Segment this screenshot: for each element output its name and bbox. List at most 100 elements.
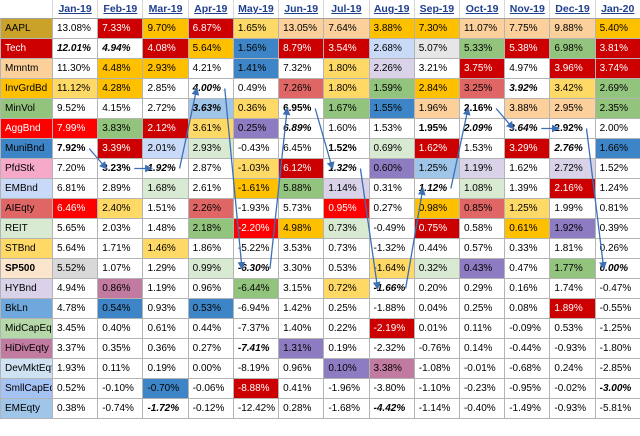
- value-cell: 4.48%: [97, 58, 144, 79]
- value-cell: 5.73%: [278, 198, 325, 219]
- value-cell: -0.44%: [504, 338, 551, 359]
- value-cell: 0.85%: [458, 198, 506, 219]
- value-cell: 0.28%: [278, 398, 325, 419]
- row-label: AggBnd: [0, 118, 53, 139]
- value-cell: 5.64%: [51, 238, 99, 259]
- value-cell: -1.88%: [368, 298, 415, 319]
- value-cell: 5.40%: [594, 18, 640, 39]
- value-cell: 3.21%: [413, 58, 460, 79]
- value-cell: -0.93%: [549, 338, 596, 359]
- value-cell: 0.47%: [504, 258, 551, 279]
- value-cell: 3.39%: [97, 138, 144, 159]
- value-cell: 1.52%: [323, 138, 370, 159]
- row-label: SP500: [0, 258, 53, 279]
- value-cell: -1.03%: [232, 158, 280, 179]
- value-cell: 1.31%: [278, 338, 325, 359]
- table-row: MinVol 9.52% 4.15% 2.72% 3.63% 0.36% 6.95% 1.67…: [0, 98, 640, 119]
- table-body: AAPL 13.08% 7.33% 9.70% 6.87% 1.65% 13.05% 7.64…: [0, 18, 640, 419]
- value-cell: 4.97%: [504, 58, 551, 79]
- value-cell: -1.32%: [368, 238, 415, 259]
- table-row: MuniBnd 7.92% 3.39% 2.01% 2.93% -0.43% 6.45% 1.…: [0, 138, 640, 159]
- value-cell: 3.45%: [51, 318, 99, 339]
- value-cell: 0.20%: [413, 278, 460, 299]
- value-cell: 0.32%: [413, 258, 460, 279]
- value-cell: 3.23%: [97, 158, 144, 179]
- value-cell: 1.08%: [458, 178, 506, 199]
- value-cell: 6.46%: [51, 198, 99, 219]
- value-cell: 0.57%: [458, 238, 506, 259]
- value-cell: 4.21%: [187, 58, 234, 79]
- row-label: EMEqty: [0, 398, 53, 419]
- value-cell: 2.72%: [142, 98, 189, 119]
- value-cell: -2.85%: [594, 358, 640, 379]
- value-cell: 2.12%: [142, 118, 189, 139]
- value-cell: -5.81%: [594, 398, 640, 419]
- table-row: SP500 5.52% 1.07% 1.29% 0.99% -6.30% 3.30% 0.53…: [0, 258, 640, 279]
- value-cell: 0.27%: [368, 198, 415, 219]
- row-label: AIEqty: [0, 198, 53, 219]
- value-cell: 1.42%: [278, 298, 325, 319]
- value-cell: 0.99%: [187, 258, 234, 279]
- value-cell: 0.24%: [549, 358, 596, 379]
- row-label: MuniBnd: [0, 138, 53, 159]
- value-cell: -0.10%: [97, 378, 144, 399]
- value-cell: 0.04%: [413, 298, 460, 319]
- value-cell: 2.93%: [142, 58, 189, 79]
- value-cell: 3.83%: [97, 118, 144, 139]
- value-cell: 0.73%: [323, 218, 370, 239]
- value-cell: -0.09%: [504, 318, 551, 339]
- value-cell: 1.77%: [549, 258, 596, 279]
- value-cell: -7.41%: [232, 338, 280, 359]
- column-header: Mar-19: [142, 0, 189, 19]
- value-cell: 6.45%: [278, 138, 325, 159]
- value-cell: -1.80%: [594, 338, 640, 359]
- value-cell: 1.59%: [368, 78, 415, 99]
- value-cell: -0.43%: [232, 138, 280, 159]
- row-label: MinVol: [0, 98, 53, 119]
- value-cell: 1.53%: [368, 118, 415, 139]
- value-cell: 1.92%: [142, 158, 189, 179]
- table-row: InvGrdBd 11.12% 4.28% 2.85% 4.00% 0.49% 7.26% 1…: [0, 78, 640, 99]
- value-cell: 0.73%: [323, 238, 370, 259]
- value-cell: 2.16%: [458, 98, 506, 119]
- column-header: Aug-19: [369, 0, 415, 19]
- value-cell: 1.65%: [232, 18, 280, 39]
- value-cell: 7.64%: [323, 18, 370, 39]
- value-cell: 0.25%: [323, 298, 370, 319]
- table-row: HYBnd 4.94% 0.86% 1.19% 0.96% -6.44% 3.15% 0.72…: [0, 278, 640, 299]
- value-cell: 7.20%: [51, 158, 99, 179]
- value-cell: 0.44%: [413, 238, 460, 259]
- value-cell: 0.44%: [187, 318, 234, 339]
- value-cell: -1.96%: [323, 378, 370, 399]
- value-cell: 1.80%: [323, 58, 370, 79]
- value-cell: 6.81%: [51, 178, 99, 199]
- performance-table: Jan-19 Feb-19 Mar-19 Apr-19 May-19 Jun-19 Jul-…: [0, 0, 640, 419]
- value-cell: -12.42%: [232, 398, 280, 419]
- value-cell: 3.96%: [549, 58, 596, 79]
- value-cell: 1.14%: [323, 178, 370, 199]
- value-cell: 4.98%: [278, 218, 325, 239]
- value-cell: 1.95%: [413, 118, 460, 139]
- value-cell: 1.12%: [413, 178, 460, 199]
- value-cell: 2.16%: [549, 178, 596, 199]
- value-cell: 0.96%: [187, 278, 234, 299]
- row-label: SmllCapEqty: [0, 378, 53, 399]
- value-cell: 3.64%: [504, 118, 551, 139]
- value-cell: 6.12%: [278, 158, 325, 179]
- value-cell: -6.94%: [232, 298, 280, 319]
- value-cell: 1.40%: [278, 318, 325, 339]
- value-cell: 3.30%: [278, 258, 325, 279]
- value-cell: 7.33%: [97, 18, 144, 39]
- value-cell: 0.19%: [323, 338, 370, 359]
- value-cell: 8.79%: [278, 38, 325, 59]
- column-header: Nov-19: [504, 0, 551, 19]
- value-cell: 1.19%: [142, 278, 189, 299]
- value-cell: 0.01%: [413, 318, 460, 339]
- value-cell: 1.68%: [142, 178, 189, 199]
- row-label: HiDivEqty: [0, 338, 53, 359]
- value-cell: 2.09%: [458, 118, 506, 139]
- value-cell: 0.52%: [51, 378, 99, 399]
- value-cell: 1.07%: [97, 258, 144, 279]
- value-cell: 0.08%: [504, 298, 551, 319]
- value-cell: 9.70%: [142, 18, 189, 39]
